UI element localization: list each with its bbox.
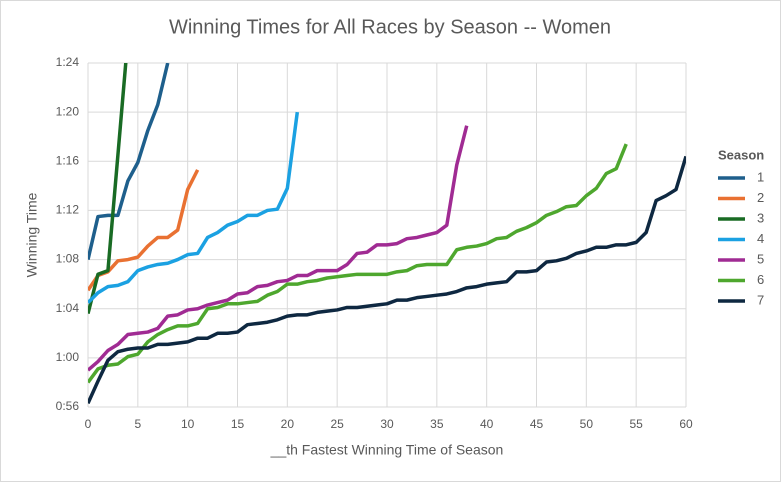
- x-tick-label: 55: [629, 417, 643, 431]
- y-tick-label: 1:08: [56, 252, 80, 266]
- y-tick-label: 1:00: [56, 350, 80, 364]
- x-tick-label: 40: [480, 417, 494, 431]
- y-tick-label: 1:20: [56, 104, 80, 118]
- legend-label: 3: [757, 210, 764, 225]
- x-tick-label: 30: [380, 417, 394, 431]
- legend-label: 2: [757, 190, 764, 205]
- plot-lines: [88, 63, 686, 405]
- x-tick-label: 35: [430, 417, 444, 431]
- x-tick-label: 5: [134, 417, 141, 431]
- legend-label: 1: [757, 169, 764, 184]
- legend-label: 4: [757, 231, 764, 246]
- series-line: [88, 63, 170, 260]
- chart-title: Winning Times for All Races by Season --…: [169, 16, 611, 38]
- y-tick-label: 1:24: [56, 55, 80, 69]
- legend-label: 5: [757, 251, 764, 266]
- x-tick-label: 45: [530, 417, 544, 431]
- x-tick-label: 10: [181, 417, 195, 431]
- y-tick-label: 1:12: [56, 203, 80, 217]
- x-tick-label: 0: [85, 417, 92, 431]
- legend-label: 7: [757, 292, 764, 307]
- series-line: [88, 125, 469, 372]
- legend-label: 6: [757, 272, 764, 287]
- series-line: [88, 63, 128, 315]
- y-tick-label: 1:04: [56, 301, 80, 315]
- x-tick-label: 50: [580, 417, 594, 431]
- x-tick-label: 15: [231, 417, 245, 431]
- y-tick-label: 0:56: [56, 399, 80, 413]
- x-tick-label: 25: [330, 417, 344, 431]
- series-line: [88, 111, 300, 304]
- legend-title: Season: [718, 147, 764, 162]
- x-axis-title: __th Fastest Winning Time of Season: [270, 442, 504, 458]
- x-tick-label: 20: [281, 417, 295, 431]
- x-tick-label: 60: [679, 417, 693, 431]
- y-axis-title: Winning Time: [24, 192, 40, 277]
- series-line: [88, 143, 628, 384]
- series-line: [88, 155, 686, 405]
- y-tick-label: 1:16: [56, 153, 80, 167]
